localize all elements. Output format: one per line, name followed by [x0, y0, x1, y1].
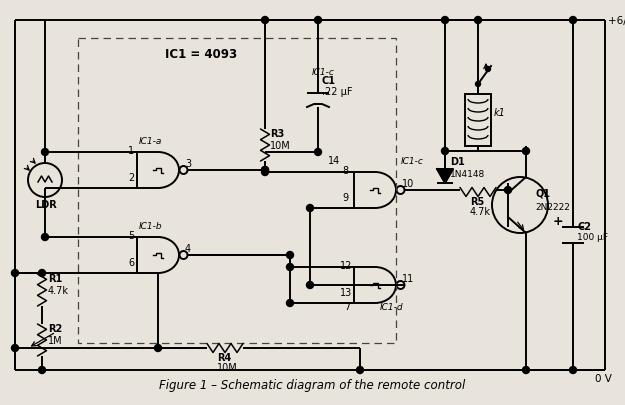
Text: 2N2222: 2N2222: [535, 203, 570, 212]
Circle shape: [314, 17, 321, 23]
Text: 0 V: 0 V: [595, 374, 612, 384]
Text: 12: 12: [340, 261, 352, 271]
Circle shape: [11, 345, 19, 352]
Text: 2: 2: [128, 173, 134, 183]
Text: .22 μF: .22 μF: [322, 87, 352, 97]
Text: 10M: 10M: [270, 141, 291, 151]
Text: IC1-d: IC1-d: [380, 303, 404, 312]
Text: 4: 4: [185, 244, 191, 254]
Text: D1: D1: [450, 157, 465, 167]
Circle shape: [154, 345, 161, 352]
Circle shape: [504, 186, 511, 194]
Circle shape: [306, 281, 314, 288]
Text: IC1-c: IC1-c: [312, 68, 335, 77]
Circle shape: [476, 81, 481, 87]
Circle shape: [11, 269, 19, 277]
Text: 4.7k: 4.7k: [470, 207, 491, 217]
Text: 3: 3: [185, 159, 191, 169]
Circle shape: [522, 367, 529, 373]
Text: 1: 1: [128, 146, 134, 156]
Circle shape: [286, 264, 294, 271]
Circle shape: [261, 166, 269, 173]
Text: 100 μF: 100 μF: [577, 233, 608, 242]
Circle shape: [569, 17, 576, 23]
Text: 1M: 1M: [48, 336, 62, 346]
Text: 9: 9: [342, 193, 348, 203]
Circle shape: [314, 149, 321, 156]
Text: Figure 1 – Schematic diagram of the remote control: Figure 1 – Schematic diagram of the remo…: [159, 379, 465, 392]
Circle shape: [41, 149, 49, 156]
Circle shape: [41, 234, 49, 241]
Text: R1: R1: [48, 274, 62, 284]
Text: 6: 6: [128, 258, 134, 268]
Circle shape: [356, 367, 364, 373]
Text: 11: 11: [402, 274, 414, 284]
Text: LDR: LDR: [35, 200, 57, 210]
Circle shape: [39, 367, 46, 373]
Polygon shape: [437, 169, 453, 183]
Circle shape: [39, 269, 46, 277]
Text: 4.7k: 4.7k: [48, 286, 69, 296]
Text: 13: 13: [340, 288, 352, 298]
Text: 8: 8: [342, 166, 348, 176]
Text: IC1-a: IC1-a: [139, 137, 162, 146]
Circle shape: [286, 300, 294, 307]
Circle shape: [486, 66, 491, 72]
Circle shape: [441, 17, 449, 23]
Text: 1N4148: 1N4148: [450, 170, 485, 179]
Circle shape: [474, 17, 481, 23]
Text: R4: R4: [217, 353, 231, 363]
Text: +6/+12 V: +6/+12 V: [608, 16, 625, 26]
Text: 10M: 10M: [217, 363, 238, 373]
Text: Q1: Q1: [535, 189, 550, 199]
Text: 10: 10: [402, 179, 414, 189]
Text: k1: k1: [494, 108, 506, 118]
Text: 5: 5: [128, 231, 134, 241]
Bar: [78, 38, 396, 343]
Text: IC1 = 4093: IC1 = 4093: [165, 48, 237, 61]
Text: 7: 7: [344, 302, 350, 312]
Circle shape: [306, 205, 314, 211]
Text: R2: R2: [48, 324, 62, 334]
Circle shape: [261, 166, 269, 173]
Text: R5: R5: [470, 197, 484, 207]
Text: R3: R3: [270, 129, 284, 139]
Bar: [465, 94, 491, 146]
Circle shape: [261, 168, 269, 175]
Text: +: +: [553, 215, 564, 228]
Text: C1: C1: [322, 76, 336, 86]
Text: IC1-b: IC1-b: [139, 222, 162, 231]
Circle shape: [286, 252, 294, 258]
Text: IC1-c: IC1-c: [401, 157, 424, 166]
Text: 14: 14: [328, 156, 340, 166]
Circle shape: [522, 147, 529, 154]
Circle shape: [441, 147, 449, 154]
Circle shape: [569, 367, 576, 373]
Circle shape: [261, 17, 269, 23]
Text: C2: C2: [577, 222, 591, 232]
